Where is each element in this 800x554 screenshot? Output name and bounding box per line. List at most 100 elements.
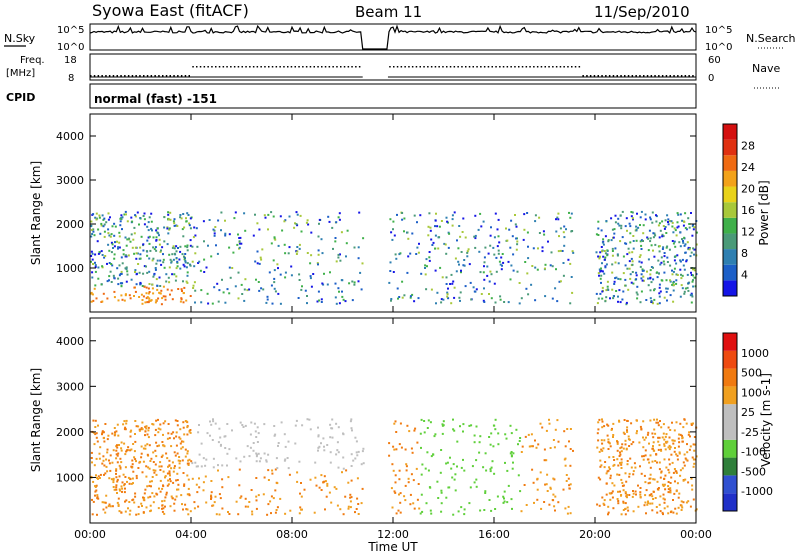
data-cell bbox=[626, 420, 629, 422]
data-cell bbox=[478, 451, 481, 454]
data-cell bbox=[97, 266, 100, 269]
data-cell bbox=[621, 210, 624, 213]
data-cell bbox=[620, 478, 623, 481]
data-cell bbox=[479, 509, 482, 512]
data-cell bbox=[267, 228, 269, 231]
data-cell bbox=[536, 488, 539, 491]
data-cell bbox=[552, 477, 555, 480]
data-cell bbox=[144, 447, 147, 450]
data-cell bbox=[554, 428, 557, 431]
data-cell bbox=[90, 451, 93, 454]
data-cell bbox=[666, 245, 669, 248]
nave-point bbox=[536, 66, 539, 68]
data-cell bbox=[595, 233, 598, 236]
data-cell bbox=[113, 427, 116, 429]
data-cell bbox=[640, 472, 643, 475]
data-cell bbox=[671, 421, 673, 424]
data-cell bbox=[95, 436, 98, 439]
y-tick-label: 2000 bbox=[56, 426, 84, 439]
data-cell bbox=[622, 500, 625, 503]
data-cell bbox=[671, 283, 674, 286]
data-cell bbox=[653, 478, 656, 481]
data-cell bbox=[249, 433, 252, 436]
data-cell bbox=[125, 499, 128, 502]
data-cell bbox=[102, 218, 105, 221]
data-cell bbox=[125, 266, 128, 269]
data-cell bbox=[173, 437, 175, 440]
data-cell bbox=[173, 222, 176, 225]
data-cell bbox=[614, 221, 617, 224]
data-cell bbox=[109, 454, 112, 457]
nave-point bbox=[555, 66, 558, 68]
data-cell bbox=[473, 481, 476, 484]
data-cell bbox=[90, 235, 93, 238]
data-cell bbox=[417, 297, 420, 300]
data-cell bbox=[94, 426, 97, 428]
nave-point bbox=[324, 66, 327, 68]
data-cell bbox=[91, 252, 94, 255]
data-cell bbox=[298, 460, 301, 463]
data-cell bbox=[118, 444, 120, 446]
data-cell bbox=[489, 244, 492, 247]
data-cell bbox=[198, 486, 201, 489]
data-cell bbox=[99, 473, 102, 476]
data-cell bbox=[186, 452, 189, 455]
data-cell bbox=[125, 450, 128, 453]
data-cell bbox=[186, 450, 189, 453]
data-cell bbox=[130, 216, 133, 219]
nave-point bbox=[563, 66, 565, 68]
data-cell bbox=[297, 297, 300, 299]
data-cell bbox=[99, 446, 102, 449]
data-cell bbox=[160, 263, 163, 266]
data-cell bbox=[649, 240, 652, 243]
data-cell bbox=[290, 265, 293, 268]
data-cell bbox=[687, 248, 690, 251]
data-cell bbox=[659, 420, 661, 422]
data-cell bbox=[652, 441, 655, 444]
data-cell bbox=[488, 293, 490, 295]
data-cell bbox=[545, 429, 548, 432]
data-cell bbox=[221, 478, 224, 481]
data-cell bbox=[159, 292, 162, 295]
data-cell bbox=[91, 461, 93, 464]
data-cell bbox=[398, 478, 401, 481]
data-cell bbox=[673, 227, 676, 230]
data-cell bbox=[184, 253, 187, 255]
data-cell bbox=[94, 485, 97, 487]
data-cell bbox=[204, 464, 207, 467]
data-cell bbox=[510, 451, 513, 453]
data-cell bbox=[345, 255, 347, 258]
data-cell bbox=[605, 220, 608, 222]
data-cell bbox=[180, 494, 183, 497]
nave-point bbox=[514, 66, 516, 68]
data-cell bbox=[158, 243, 161, 246]
data-cell bbox=[632, 240, 635, 242]
data-cell bbox=[666, 299, 668, 302]
data-cell bbox=[616, 254, 619, 257]
data-cell bbox=[139, 460, 142, 463]
data-cell bbox=[621, 481, 624, 484]
data-cell bbox=[185, 299, 188, 302]
data-cell bbox=[228, 233, 231, 236]
data-cell bbox=[621, 443, 624, 446]
data-cell bbox=[111, 505, 114, 508]
data-cell bbox=[695, 455, 698, 458]
data-cell bbox=[687, 481, 690, 484]
data-cell bbox=[228, 448, 231, 451]
data-cell bbox=[92, 419, 95, 422]
data-cell bbox=[108, 249, 111, 252]
data-cell bbox=[272, 259, 275, 262]
data-cell bbox=[683, 292, 686, 295]
data-cell bbox=[514, 214, 516, 216]
data-cell bbox=[337, 426, 340, 429]
data-cell bbox=[693, 436, 696, 438]
data-cell bbox=[106, 438, 109, 441]
data-cell bbox=[676, 482, 679, 485]
data-cell bbox=[143, 285, 146, 288]
data-cell bbox=[255, 455, 258, 458]
data-cell bbox=[215, 513, 218, 516]
data-cell bbox=[125, 213, 127, 216]
data-cell bbox=[535, 446, 538, 449]
data-cell bbox=[391, 238, 394, 241]
data-cell bbox=[672, 284, 675, 286]
